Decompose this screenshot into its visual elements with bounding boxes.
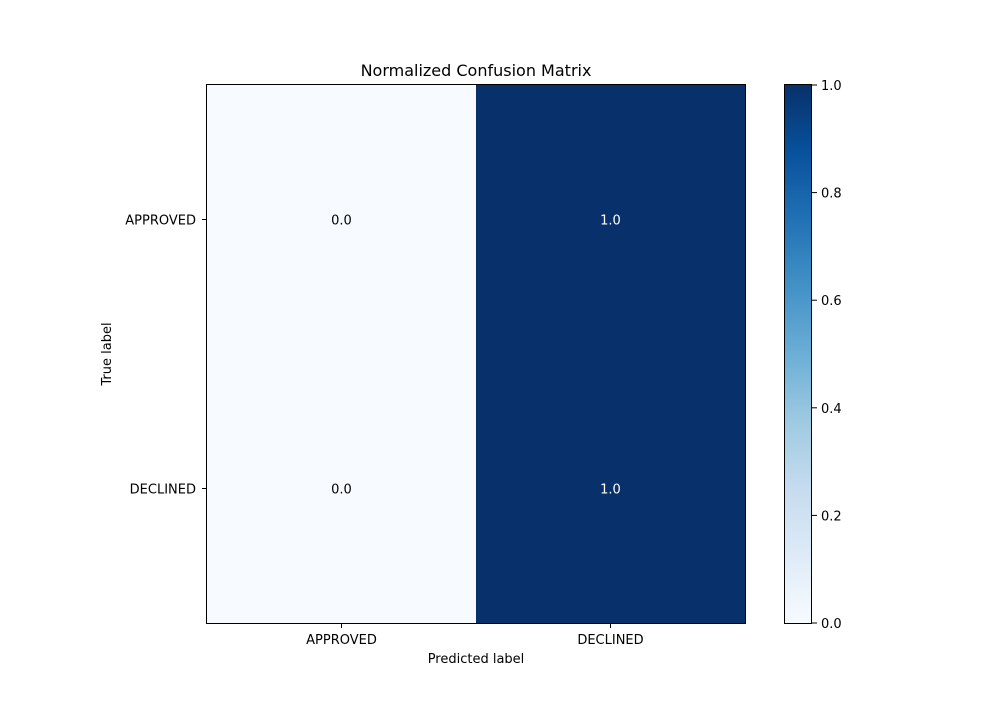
heatmap-cell <box>476 354 745 623</box>
x-tick-label: APPROVED <box>306 633 377 648</box>
y-axis-ticks: APPROVED DECLINED <box>125 214 207 498</box>
colorbar-ticks: 0.0 0.2 0.4 0.6 0.8 1.0 <box>812 79 842 632</box>
chart-title: Normalized Confusion Matrix <box>361 61 592 80</box>
heatmap-cell <box>207 85 476 354</box>
x-axis-label: Predicted label <box>428 652 525 667</box>
colorbar-tick-label: 0.4 <box>821 402 842 417</box>
cell-value-label: 1.0 <box>600 483 621 498</box>
x-tick-label: DECLINED <box>577 633 643 648</box>
y-axis-label: True label <box>100 322 115 386</box>
colorbar-tick-label: 0.6 <box>821 294 842 309</box>
colorbar-tick-label: 0.0 <box>821 617 842 632</box>
heatmap-cell-labels: 0.0 1.0 0.0 1.0 <box>331 214 621 498</box>
heatmap-cell <box>476 85 745 354</box>
colorbar-tick-label: 0.8 <box>821 187 842 202</box>
y-tick-label: APPROVED <box>125 214 196 229</box>
colorbar-tick-label: 1.0 <box>821 79 842 94</box>
y-tick-label: DECLINED <box>130 483 196 498</box>
colorbar-tick-label: 0.2 <box>821 509 842 524</box>
plot-frame <box>206 84 746 624</box>
cell-value-label: 0.0 <box>331 214 352 229</box>
cell-value-label: 0.0 <box>331 483 352 498</box>
colorbar <box>784 84 812 624</box>
heatmap-cell <box>207 354 476 623</box>
heatmap-cells <box>207 85 745 623</box>
cell-value-label: 1.0 <box>600 214 621 229</box>
x-axis-ticks: APPROVED DECLINED <box>306 623 644 648</box>
